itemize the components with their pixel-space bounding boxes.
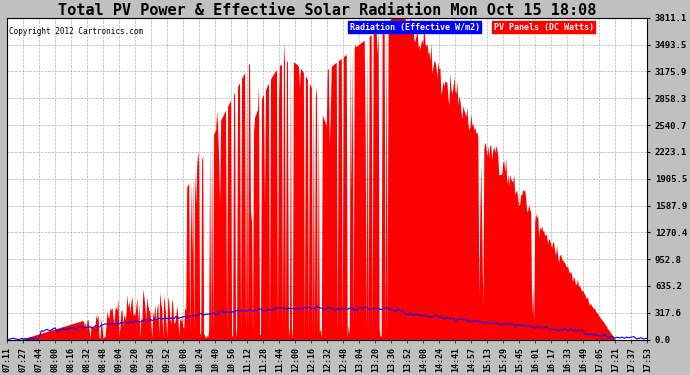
Text: Copyright 2012 Cartronics.com: Copyright 2012 Cartronics.com: [8, 27, 143, 36]
Text: Radiation (Effective W/m2): Radiation (Effective W/m2): [350, 22, 480, 32]
Text: PV Panels (DC Watts): PV Panels (DC Watts): [494, 22, 593, 32]
Title: Total PV Power & Effective Solar Radiation Mon Oct 15 18:08: Total PV Power & Effective Solar Radiati…: [58, 3, 596, 18]
